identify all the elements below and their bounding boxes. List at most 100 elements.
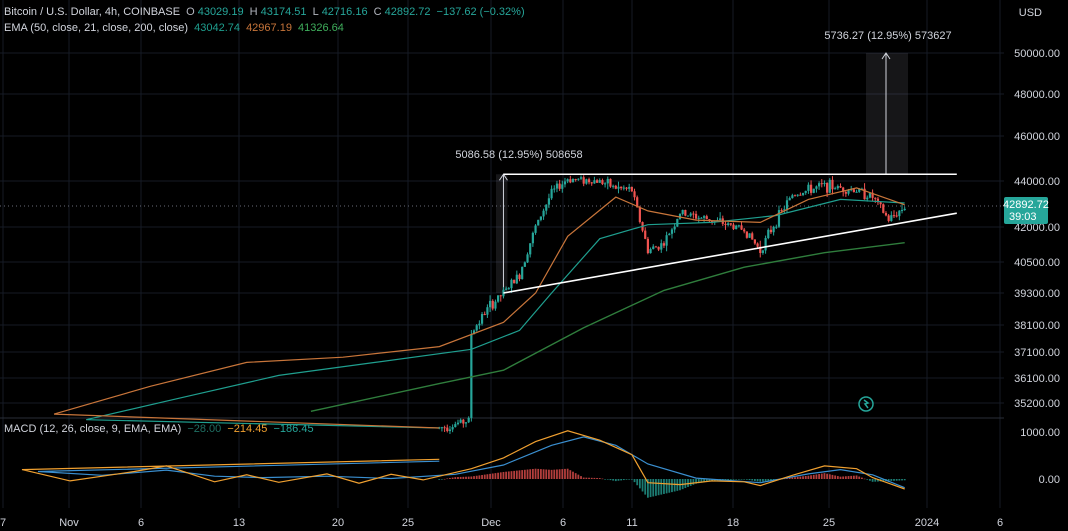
macd-histogram-bar (505, 471, 508, 479)
macd-histogram-bar (494, 473, 497, 479)
candle-body (628, 186, 631, 189)
macd-histogram-bar (866, 479, 869, 480)
macd-histogram-bar (705, 479, 708, 482)
candle-body (769, 229, 773, 233)
macd-histogram-bar (638, 479, 641, 489)
macd-histogram-bar (601, 478, 604, 480)
macd-histogram-bar (852, 475, 855, 479)
price-tick-label: 35200.00 (1014, 398, 1060, 410)
candle-body (719, 218, 722, 221)
macd-histogram-bar (622, 479, 625, 481)
candle-body (820, 183, 823, 185)
macd-line (21, 430, 905, 490)
macd-histogram-bar (647, 479, 649, 498)
macd-histogram-bar (470, 476, 473, 479)
macd-histogram-bar (441, 479, 443, 480)
candle-body (467, 417, 470, 423)
candle-body (614, 185, 617, 189)
measure-1-box (496, 174, 508, 293)
macd-histogram-bar (863, 478, 866, 480)
ema-legend[interactable]: EMA (50, close, 21, close, 200, close) 4… (4, 22, 347, 34)
macd-histogram-bar (542, 469, 545, 479)
candle-body (692, 213, 695, 215)
candle-body (523, 262, 526, 267)
macd-histogram-bar (446, 478, 449, 480)
macd-histogram-bar (756, 479, 759, 482)
macd-histogram-bar (617, 479, 620, 481)
macd-histogram-bar (574, 473, 577, 479)
candle-body (828, 179, 831, 193)
candle-body (804, 190, 807, 193)
candle-body (791, 195, 794, 199)
macd-histogram-bar (823, 473, 826, 479)
macd-histogram-bar (596, 477, 598, 479)
candle-body (874, 197, 877, 199)
trendlines[interactable] (503, 173, 957, 294)
macd-histogram-bar (727, 479, 730, 480)
macd-histogram-bar (877, 479, 879, 482)
time-tick-label: Nov (59, 517, 79, 529)
ema50-value: 43042.74 (194, 22, 240, 34)
candle-body (630, 186, 633, 192)
symbol-title[interactable]: Bitcoin / U.S. Dollar, 4h, COINBASE (4, 6, 181, 18)
macd-histogram-bar (518, 470, 521, 479)
currency-label[interactable]: USD (1018, 7, 1042, 19)
candle-body (777, 210, 781, 227)
time-tick-label: 7 (0, 517, 6, 529)
candle-body (793, 195, 797, 197)
macd-histogram-bar (882, 479, 885, 482)
candle-body (785, 200, 789, 210)
macd-histogram-bar (869, 479, 871, 481)
macd-legend[interactable]: MACD (12, 26, close, 9, EMA, EMA) −28.00… (4, 423, 317, 435)
macd-line-value: −214.45 (227, 423, 268, 435)
macd-histogram-bar (796, 476, 799, 479)
candle-body (529, 243, 532, 255)
macd-histogram-bar (861, 477, 863, 479)
ema-label[interactable]: EMA (50, close, 21, close, 200, close) (4, 22, 189, 34)
candle-body (686, 215, 690, 217)
macd-histogram-bar (633, 479, 636, 483)
change-value: −137.62 (−0.32%) (436, 6, 525, 18)
price-axis[interactable]: 35200.00 36100.00 37100.00 38100.00 39300.00… (1014, 48, 1060, 486)
low-label: L (312, 6, 319, 18)
candle-body (729, 223, 732, 225)
macd-histogram-bar (708, 479, 711, 482)
candle-body (470, 334, 473, 418)
close-label: C (373, 6, 382, 18)
macd-hist-value: −28.00 (187, 423, 222, 435)
macd-histogram-bar (745, 479, 748, 480)
candle-body (812, 188, 815, 193)
candle-body (620, 186, 623, 189)
candle-body (622, 187, 625, 189)
macd-label[interactable]: MACD (12, 26, close, 9, EMA, EMA) (4, 423, 182, 435)
candle-body (788, 198, 791, 201)
candle-body (702, 216, 706, 218)
macd-histogram-bar (473, 476, 475, 479)
time-axis[interactable]: 7 Nov 6 13 20 25 Dec 6 11 18 25 2024 6 (0, 517, 1003, 529)
candle-body (783, 209, 786, 211)
macd-histogram-bar (620, 479, 623, 481)
candle-body (518, 274, 521, 280)
macd-histogram-bar (847, 476, 850, 479)
macd-histogram-bar (737, 479, 740, 480)
candle-body (534, 225, 537, 233)
replay-icon[interactable] (858, 396, 874, 412)
macd-histogram-bar (799, 476, 802, 479)
macd-histogram-bar (660, 479, 663, 495)
macd-histogram-bar (764, 479, 767, 482)
candle-body (764, 238, 767, 251)
candle-body (844, 191, 847, 194)
time-tick-label: 25 (402, 517, 414, 529)
candle-body (866, 197, 869, 200)
candle-body (488, 300, 492, 308)
last-price-badge-price: 42892.72 (1003, 199, 1049, 211)
candle-body (847, 189, 850, 194)
symbol-legend[interactable]: Bitcoin / U.S. Dollar, 4h, COINBASE O 430… (4, 6, 528, 18)
macd-histogram-bar (871, 479, 874, 482)
candle-body (456, 422, 460, 425)
candle-body (612, 185, 615, 187)
macd-histogram-bar (564, 468, 566, 479)
candle-body (759, 246, 762, 253)
measure-tools[interactable] (496, 52, 908, 293)
